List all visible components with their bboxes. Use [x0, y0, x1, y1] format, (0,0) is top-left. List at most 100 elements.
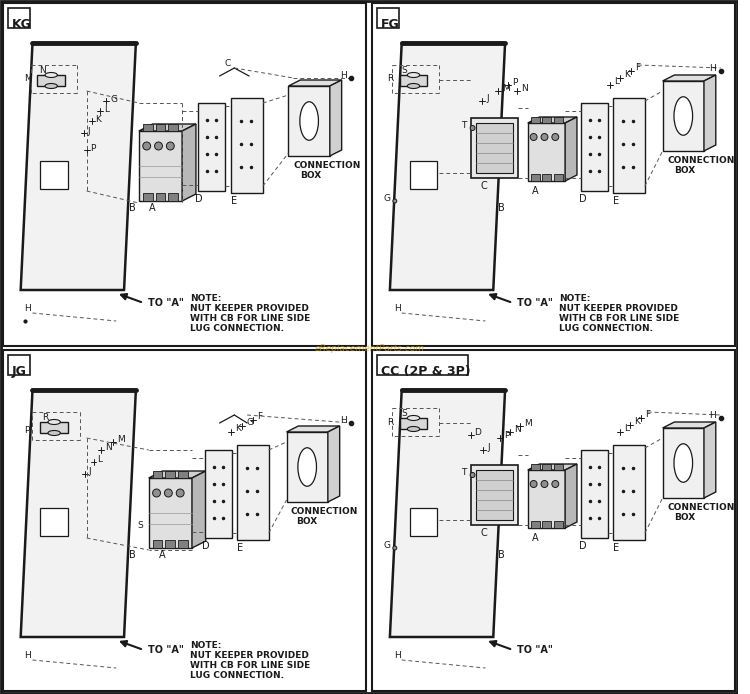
- Text: R: R: [387, 418, 393, 427]
- Circle shape: [552, 133, 559, 140]
- Text: P: P: [504, 430, 509, 439]
- Polygon shape: [21, 390, 136, 637]
- Text: H: H: [340, 71, 346, 80]
- Bar: [40, 422, 68, 433]
- Polygon shape: [148, 471, 206, 478]
- Bar: [410, 508, 437, 536]
- Ellipse shape: [298, 448, 316, 486]
- Bar: [168, 193, 178, 201]
- Circle shape: [470, 473, 475, 477]
- Bar: [470, 118, 518, 178]
- Polygon shape: [662, 422, 716, 428]
- Bar: [377, 8, 399, 28]
- Ellipse shape: [48, 419, 60, 425]
- Text: TO "A": TO "A": [517, 645, 553, 655]
- Ellipse shape: [407, 72, 420, 78]
- Bar: [554, 174, 563, 181]
- Text: TO "A": TO "A": [148, 298, 184, 308]
- Circle shape: [393, 546, 397, 550]
- Text: D: D: [579, 541, 586, 551]
- Polygon shape: [21, 43, 136, 290]
- Text: B: B: [129, 550, 136, 560]
- Circle shape: [470, 126, 475, 130]
- Text: CONNECTION: CONNECTION: [290, 507, 358, 516]
- Text: NUT KEEPER PROVIDED: NUT KEEPER PROVIDED: [190, 650, 309, 659]
- Text: P: P: [512, 78, 517, 87]
- Text: NOTE:: NOTE:: [190, 641, 221, 650]
- Bar: [614, 98, 645, 193]
- Bar: [614, 445, 645, 540]
- Bar: [237, 445, 268, 540]
- Text: NUT KEEPER PROVIDED: NUT KEEPER PROVIDED: [190, 303, 309, 312]
- Bar: [531, 117, 539, 123]
- Bar: [155, 124, 166, 131]
- Bar: [581, 103, 608, 191]
- Bar: [531, 174, 539, 181]
- Bar: [178, 471, 188, 478]
- Text: TO "A": TO "A": [148, 645, 184, 655]
- Polygon shape: [286, 426, 340, 432]
- Circle shape: [530, 480, 537, 487]
- Circle shape: [166, 142, 174, 150]
- Text: M: M: [117, 434, 125, 443]
- Polygon shape: [704, 422, 716, 498]
- Text: M: M: [503, 83, 510, 92]
- Ellipse shape: [300, 102, 319, 140]
- Text: NUT KEEPER PROVIDED: NUT KEEPER PROVIDED: [560, 303, 678, 312]
- Bar: [542, 464, 551, 470]
- Bar: [554, 521, 563, 528]
- Bar: [205, 450, 232, 538]
- Text: G: G: [246, 418, 254, 427]
- Text: BOX: BOX: [674, 512, 696, 521]
- Text: A: A: [532, 186, 538, 196]
- Text: H: H: [340, 416, 346, 425]
- Text: A: A: [148, 203, 155, 213]
- Circle shape: [541, 133, 548, 140]
- Text: E: E: [231, 196, 238, 206]
- Text: N: N: [105, 443, 112, 452]
- Text: CONNECTION: CONNECTION: [668, 155, 735, 164]
- Polygon shape: [566, 117, 577, 181]
- Text: L: L: [614, 76, 620, 85]
- Polygon shape: [192, 471, 206, 548]
- Text: WITH CB FOR LINE SIDE: WITH CB FOR LINE SIDE: [190, 661, 310, 670]
- Bar: [662, 428, 704, 498]
- Text: G: G: [110, 94, 117, 103]
- Text: BOX: BOX: [296, 518, 317, 527]
- Bar: [166, 471, 176, 478]
- Bar: [142, 124, 152, 131]
- Text: G: G: [384, 541, 391, 550]
- Text: E: E: [614, 543, 620, 553]
- Circle shape: [154, 142, 163, 150]
- Text: NOTE:: NOTE:: [190, 294, 221, 303]
- Bar: [542, 117, 551, 123]
- Text: S: S: [138, 520, 143, 530]
- Bar: [3, 350, 366, 691]
- Text: E: E: [614, 196, 620, 206]
- Bar: [38, 75, 65, 86]
- Circle shape: [552, 480, 559, 487]
- Text: N: N: [514, 425, 520, 434]
- Bar: [152, 471, 163, 478]
- Text: L: L: [624, 423, 629, 432]
- Text: F: F: [635, 62, 640, 71]
- Text: LUG CONNECTION.: LUG CONNECTION.: [560, 323, 653, 332]
- Circle shape: [152, 489, 160, 497]
- Text: WITH CB FOR LINE SIDE: WITH CB FOR LINE SIDE: [190, 314, 310, 323]
- Ellipse shape: [407, 83, 420, 89]
- Bar: [542, 521, 551, 528]
- Text: P: P: [25, 425, 30, 434]
- Polygon shape: [328, 426, 340, 502]
- Bar: [289, 86, 330, 156]
- Text: B: B: [129, 203, 136, 213]
- Text: H: H: [709, 63, 716, 72]
- Text: G: G: [384, 194, 391, 203]
- Ellipse shape: [407, 416, 420, 421]
- Polygon shape: [528, 117, 577, 123]
- Text: D: D: [475, 428, 482, 437]
- Polygon shape: [139, 131, 182, 201]
- Text: K: K: [624, 69, 630, 78]
- Ellipse shape: [674, 96, 692, 135]
- Text: J: J: [488, 443, 490, 452]
- Circle shape: [164, 489, 172, 497]
